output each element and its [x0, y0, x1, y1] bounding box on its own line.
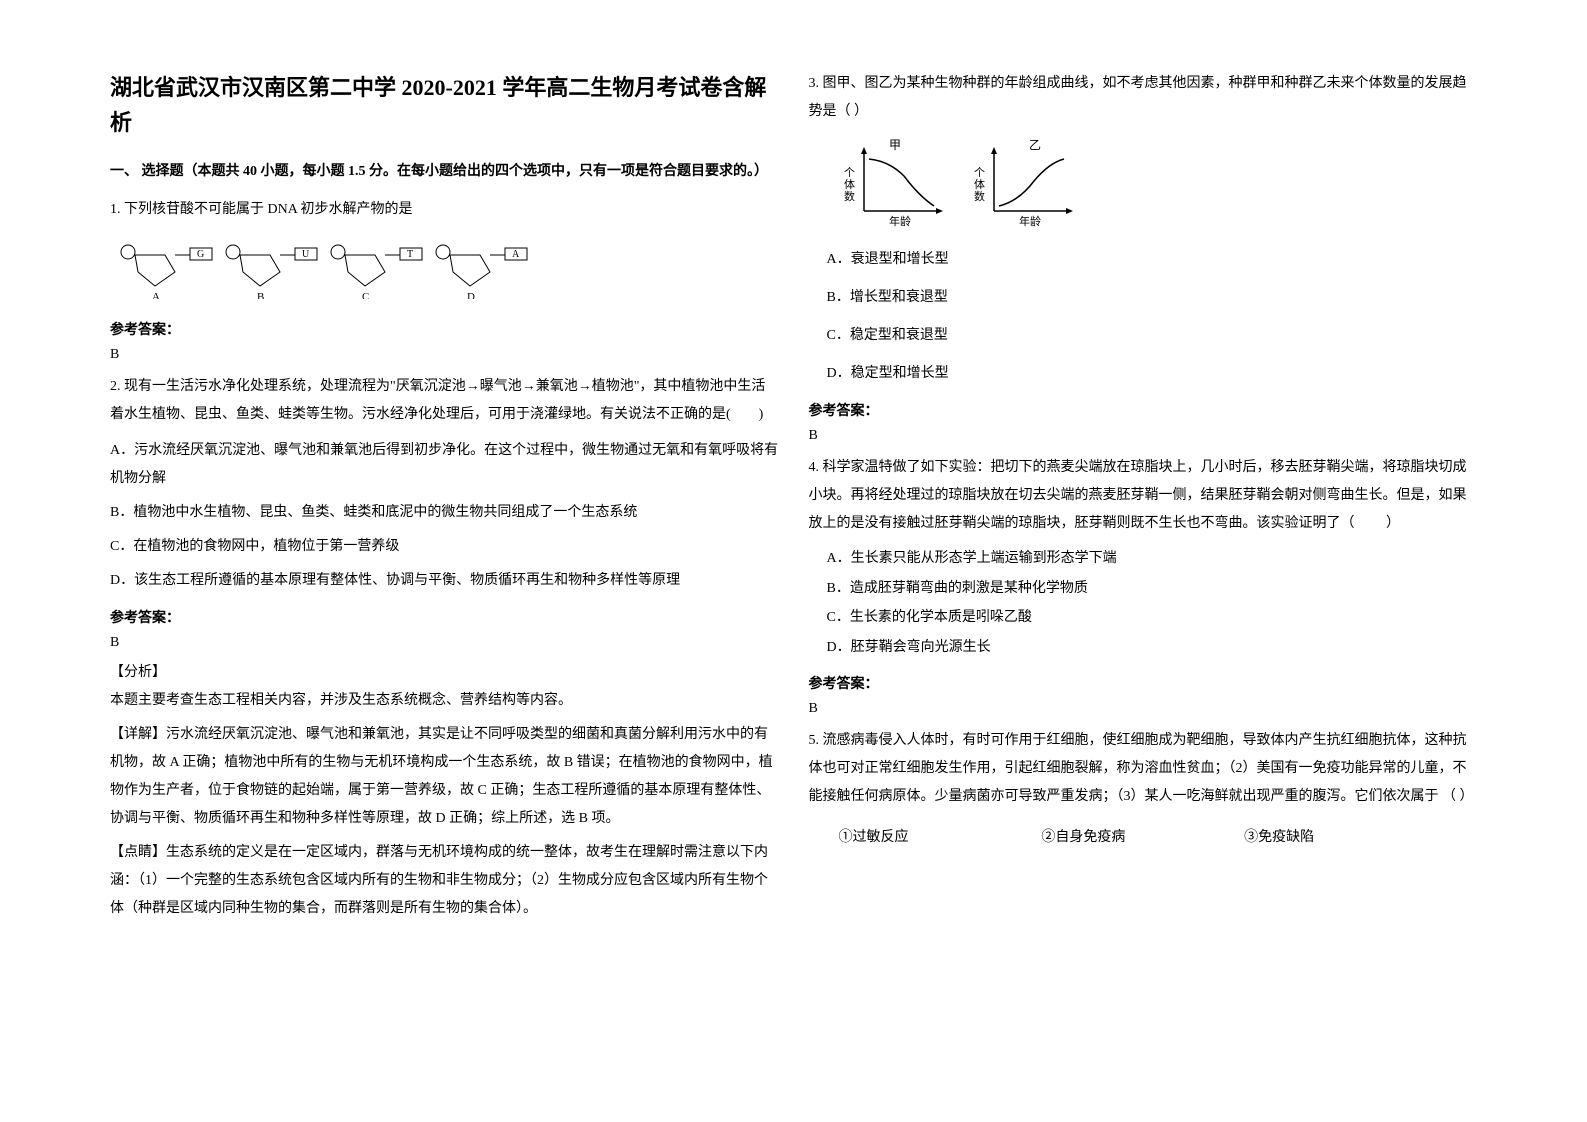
exam-title: 湖北省武汉市汉南区第二中学 2020-2021 学年高二生物月考试卷含解析	[110, 70, 779, 140]
q5-options: ①过敏反应 ②自身免疫病 ③免疫缺陷	[809, 826, 1478, 846]
q4-answer-label: 参考答案：	[809, 673, 1478, 693]
q3-text: 3. 图甲、图乙为某种生物种群的年龄组成曲线，如不考虑其他因素，种群甲和种群乙未…	[809, 70, 1478, 126]
q4-opt-a: A．生长素只能从形态学上端运输到形态学下端	[809, 546, 1478, 573]
q3-opt-b: B．增长型和衰退型	[809, 284, 1478, 312]
q3-answer-label: 参考答案：	[809, 400, 1478, 420]
chart-label-right: 乙	[1029, 138, 1041, 152]
q1-answer-label: 参考答案：	[110, 319, 779, 339]
q3-opt-c: C．稳定型和衰退型	[809, 322, 1478, 350]
q4-text: 4. 科学家温特做了如下实验：把切下的燕麦尖端放在琼脂块上，几小时后，移去胚芽鞘…	[809, 454, 1478, 538]
y-label-1: 个	[844, 166, 855, 179]
y-label-1b: 体	[844, 177, 855, 191]
chart-label-left: 甲	[889, 138, 901, 152]
q2-opt-a: A．污水流经厌氧沉淀池、曝气池和兼氧池后得到初步净化。在这个过程中，微生物通过无…	[110, 437, 779, 493]
label-c: C	[362, 291, 369, 299]
q2-analysis-text: 本题主要考查生态工程相关内容，并涉及生态系统概念、营养结构等内容。	[110, 687, 779, 715]
q4-opt-b: B．造成胚芽鞘弯曲的刺激是某种化学物质	[809, 576, 1478, 603]
y-label-1c: 数	[844, 190, 855, 203]
q2-tip: 【点睛】生态系统的定义是在一定区域内，群落与无机环境构成的统一整体，故考生在理解…	[110, 839, 779, 923]
label-b: B	[257, 291, 264, 299]
q2-analysis-label: 【分析】	[110, 661, 779, 681]
q5-text: 5. 流感病毒侵入人体时，有时可作用于红细胞，使红细胞成为靶细胞，导致体内产生抗…	[809, 727, 1478, 811]
x-label-1: 年龄	[889, 214, 911, 228]
y-label-2c: 数	[974, 190, 985, 203]
q4-opt-d: D．胚芽鞘会弯向光源生长	[809, 635, 1478, 662]
x-label-2: 年龄	[1019, 214, 1041, 228]
section-header: 一、 选择题（本题共 40 小题，每小题 1.5 分。在每小题给出的四个选项中，…	[110, 160, 779, 184]
label-d: D	[467, 291, 475, 299]
q2-answer-label: 参考答案：	[110, 607, 779, 627]
y-label-2b: 体	[974, 177, 985, 191]
base-g: G	[197, 249, 204, 260]
q2-opt-d: D．该生态工程所遵循的基本原理有整体性、协调与平衡、物质循环再生和物种多样性等原…	[110, 567, 779, 595]
y-label-2: 个	[974, 166, 985, 179]
q2-opt-b: B．植物池中水生植物、昆虫、鱼类、蛙类和底泥中的微生物共同组成了一个生态系统	[110, 499, 779, 527]
q3-chart: 甲 个 体 数 年龄 乙 个 体 数 年龄	[829, 136, 1478, 231]
q2-text: 2. 现有一生活污水净化处理系统，处理流程为"厌氧沉淀池→曝气池→兼氧池→植物池…	[110, 373, 779, 429]
q2-answer: B	[110, 635, 779, 651]
left-column: 湖北省武汉市汉南区第二中学 2020-2021 学年高二生物月考试卷含解析 一、…	[95, 70, 794, 1052]
q3-answer: B	[809, 428, 1478, 444]
base-t: T	[407, 249, 413, 260]
q2-detail: 【详解】污水流经厌氧沉淀池、曝气池和兼氧池，其实是让不同呼吸类型的细菌和真菌分解…	[110, 721, 779, 833]
q2-opt-c: C．在植物池的食物网中，植物位于第一营养级	[110, 533, 779, 561]
q5-opt-2: ②自身免疫病	[1041, 826, 1244, 846]
q5-opt-1: ①过敏反应	[839, 826, 1042, 846]
base-a: A	[512, 249, 520, 260]
q5-opt-3: ③免疫缺陷	[1244, 826, 1447, 846]
right-column: 3. 图甲、图乙为某种生物种群的年龄组成曲线，如不考虑其他因素，种群甲和种群乙未…	[794, 70, 1493, 1052]
q4-answer: B	[809, 701, 1478, 717]
q1-diagram: G A U B T C	[110, 239, 779, 299]
q3-opt-d: D．稳定型和增长型	[809, 360, 1478, 388]
label-a: A	[152, 291, 160, 299]
q3-opt-a: A．衰退型和增长型	[809, 246, 1478, 274]
q1-answer: B	[110, 347, 779, 363]
q4-opt-c: C．生长素的化学本质是吲哚乙酸	[809, 605, 1478, 632]
base-u: U	[302, 249, 310, 260]
q1-text: 1. 下列核苷酸不可能属于 DNA 初步水解产物的是	[110, 196, 779, 224]
